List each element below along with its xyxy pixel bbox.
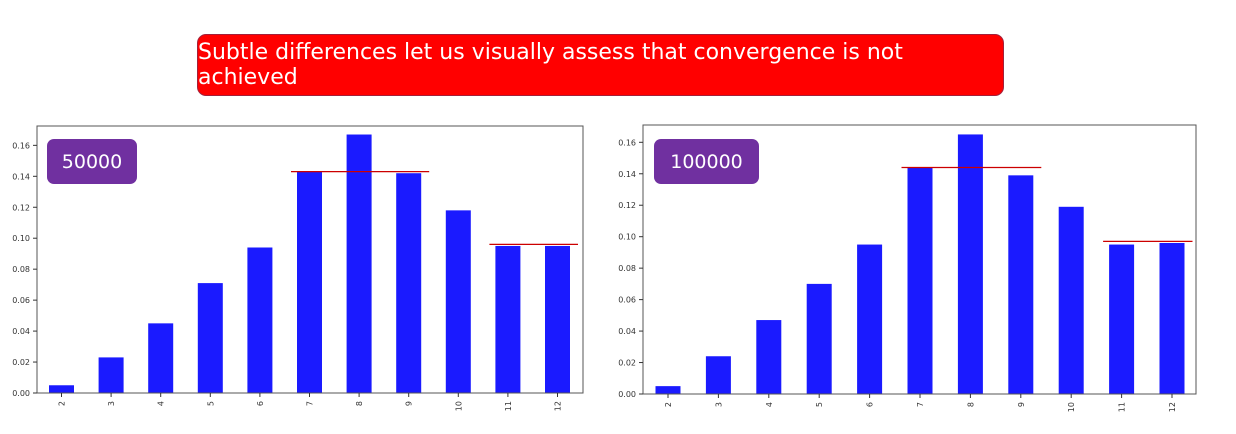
x-tick-label: 12 <box>1168 402 1177 412</box>
y-tick-label: 0.00 <box>12 389 30 398</box>
y-tick-label: 0.06 <box>618 296 636 305</box>
x-tick-label: 7 <box>306 401 315 406</box>
x-tick-label: 9 <box>1017 402 1026 407</box>
x-tick-label: 10 <box>454 401 463 411</box>
sample-size-label: 50000 <box>61 150 123 173</box>
x-tick-label: 7 <box>916 402 925 407</box>
x-tick-label: 6 <box>256 401 265 406</box>
x-tick-label: 8 <box>355 401 364 406</box>
x-tick-label: 8 <box>966 402 975 407</box>
x-tick-label: 11 <box>504 401 513 411</box>
y-tick-label: 0.08 <box>12 265 30 274</box>
y-tick-label: 0.02 <box>12 358 30 367</box>
bar-3 <box>705 356 731 394</box>
bar-2 <box>655 386 681 394</box>
bar-8 <box>957 134 983 394</box>
title-banner: Subtle differences let us visually asses… <box>197 34 1004 96</box>
bar-11 <box>1109 244 1135 394</box>
x-tick-label: 5 <box>815 402 824 407</box>
bar-2 <box>49 385 74 393</box>
x-tick-label: 12 <box>554 401 563 411</box>
bar-5 <box>197 283 223 393</box>
bar-8 <box>346 134 372 393</box>
y-tick-label: 0.14 <box>12 172 30 181</box>
x-tick-label: 4 <box>157 401 166 406</box>
bar-12 <box>1159 242 1185 394</box>
bar-11 <box>495 245 521 393</box>
x-tick-label: 3 <box>107 401 116 406</box>
bar-9 <box>1008 175 1034 394</box>
x-tick-label: 4 <box>765 402 774 407</box>
bar-10 <box>1058 206 1084 394</box>
y-tick-label: 0.08 <box>618 264 636 273</box>
y-tick-label: 0.12 <box>12 203 30 212</box>
bar-5 <box>806 283 832 394</box>
bar-9 <box>396 173 422 393</box>
title-text: Subtle differences let us visually asses… <box>198 40 903 90</box>
bar-3 <box>98 357 124 393</box>
bar-7 <box>907 167 933 394</box>
y-tick-label: 0.04 <box>618 327 636 336</box>
y-tick-label: 0.14 <box>618 170 636 179</box>
bar-10 <box>445 210 471 393</box>
x-tick-label: 9 <box>405 401 414 406</box>
y-tick-label: 0.16 <box>12 141 30 150</box>
y-tick-label: 0.02 <box>618 359 636 368</box>
x-tick-label: 2 <box>58 401 67 406</box>
bar-6 <box>247 247 273 393</box>
y-tick-label: 0.00 <box>618 390 636 399</box>
bar-12 <box>545 245 570 393</box>
x-tick-label: 6 <box>866 402 875 407</box>
y-tick-label: 0.12 <box>618 201 636 210</box>
y-tick-label: 0.10 <box>12 234 30 243</box>
x-tick-label: 3 <box>714 402 723 407</box>
bar-4 <box>148 323 174 393</box>
x-tick-label: 5 <box>206 401 215 406</box>
y-tick-label: 0.16 <box>618 138 636 147</box>
y-tick-label: 0.06 <box>12 296 30 305</box>
x-tick-label: 11 <box>1118 402 1127 412</box>
x-tick-label: 2 <box>664 402 673 407</box>
y-tick-label: 0.04 <box>12 327 30 336</box>
sample-size-label: 100000 <box>670 150 743 173</box>
sample-size-badge: 50000 <box>47 139 137 184</box>
bar-4 <box>756 320 782 394</box>
sample-size-badge: 100000 <box>654 139 759 184</box>
bar-7 <box>297 171 322 393</box>
bar-6 <box>857 244 883 394</box>
x-tick-label: 10 <box>1067 402 1076 412</box>
y-tick-label: 0.10 <box>618 233 636 242</box>
